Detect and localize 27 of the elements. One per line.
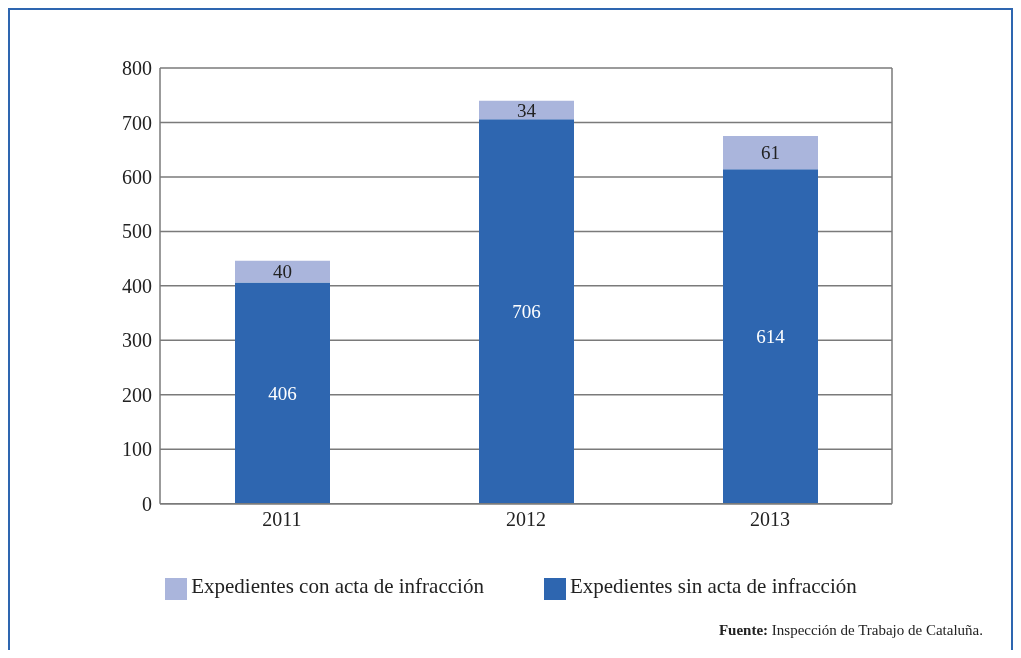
bar (723, 136, 818, 170)
bar (235, 282, 330, 504)
y-tick-label: 800 (122, 57, 152, 80)
bar (723, 169, 818, 504)
bar (479, 119, 574, 504)
x-tick-label: 2012 (506, 507, 546, 530)
y-tick-label: 700 (122, 111, 152, 134)
y-tick-label: 200 (122, 383, 152, 406)
data-label: 61 (761, 142, 780, 164)
bar (235, 260, 330, 283)
data-label: 706 (512, 301, 541, 323)
y-tick-label: 500 (122, 220, 152, 243)
y-tick-label: 400 (122, 274, 152, 297)
data-label: 40 (273, 261, 292, 283)
y-tick-label: 0 (142, 492, 152, 515)
x-tick-label: 2013 (750, 507, 790, 530)
y-tick-label: 600 (122, 166, 152, 189)
source-note: Fuente: Inspección de Trabajo de Cataluña. (718, 622, 983, 638)
data-label: 34 (517, 99, 537, 121)
y-tick-label: 100 (122, 438, 152, 461)
legend-label: Expedientes con acta de infracción (191, 573, 484, 598)
data-label: 614 (756, 326, 786, 348)
legend-label: Expedientes sin acta de infracción (569, 573, 857, 598)
y-tick-label: 300 (122, 329, 152, 352)
bar (479, 100, 574, 120)
x-tick-label: 2011 (262, 507, 302, 530)
data-label: 406 (268, 382, 297, 404)
